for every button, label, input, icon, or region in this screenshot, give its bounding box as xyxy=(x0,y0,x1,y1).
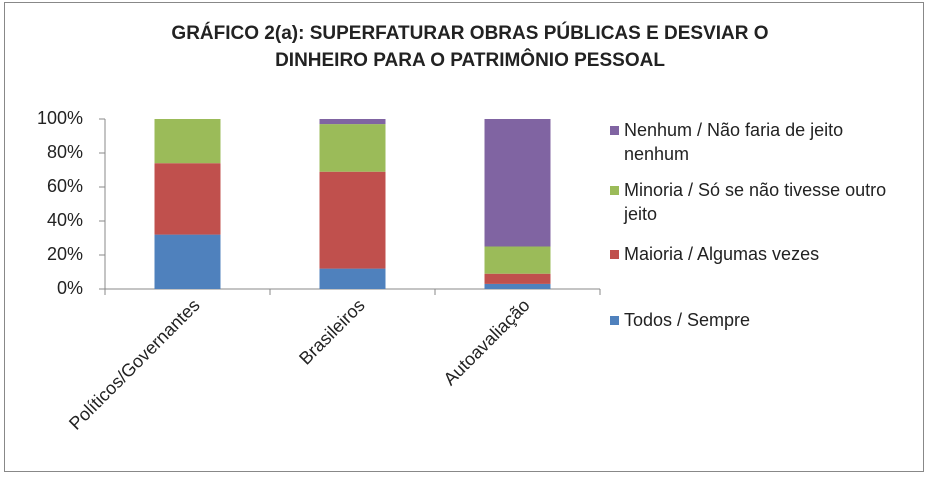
bar-segment xyxy=(484,273,551,284)
bar-segment xyxy=(319,268,386,289)
bar-segment xyxy=(484,246,551,274)
y-tick-label: 80% xyxy=(47,142,83,162)
legend-label: Nenhum / Não faria de jeito nenhum xyxy=(624,120,844,164)
legend-label: Maioria / Algumas vezes xyxy=(624,244,820,264)
bar-segment xyxy=(484,119,551,247)
chart-frame xyxy=(4,2,924,472)
bar-segment xyxy=(319,171,386,269)
x-tick-label: Brasileiros xyxy=(295,295,369,369)
y-tick-label: 100% xyxy=(37,108,83,128)
legend-swatch xyxy=(610,316,619,325)
legend-swatch xyxy=(610,186,619,195)
legend-label: Minoria / Só se não tivesse outro jeito xyxy=(624,180,887,224)
y-tick-label: 40% xyxy=(47,210,83,230)
bar-segment xyxy=(154,119,221,164)
chart-title: GRÁFICO 2(a): SUPERFATURAR OBRAS PÚBLICA… xyxy=(171,23,769,71)
bar-segment xyxy=(154,163,221,235)
bar-segment xyxy=(319,119,386,125)
bar-segment xyxy=(154,234,221,289)
legend-entry: Todos / Sempre xyxy=(610,308,750,332)
bar-segment xyxy=(484,283,551,289)
bar-segment xyxy=(319,124,386,172)
legend-label: Todos / Sempre xyxy=(624,310,751,330)
y-tick-label: 20% xyxy=(47,244,83,264)
legend-swatch xyxy=(610,250,619,259)
legend-entry: Nenhum / Não faria de jeito nenhum xyxy=(610,118,900,166)
x-tick-label: Políticos/Governantes xyxy=(65,295,204,434)
y-tick-label: 0% xyxy=(57,278,83,298)
legend-entry: Maioria / Algumas vezes xyxy=(610,242,819,266)
legend-entry: Minoria / Só se não tivesse outro jeito xyxy=(610,178,900,226)
x-tick-label: Autoavaliação xyxy=(440,295,534,389)
y-tick-label: 60% xyxy=(47,176,83,196)
legend-swatch xyxy=(610,126,619,135)
